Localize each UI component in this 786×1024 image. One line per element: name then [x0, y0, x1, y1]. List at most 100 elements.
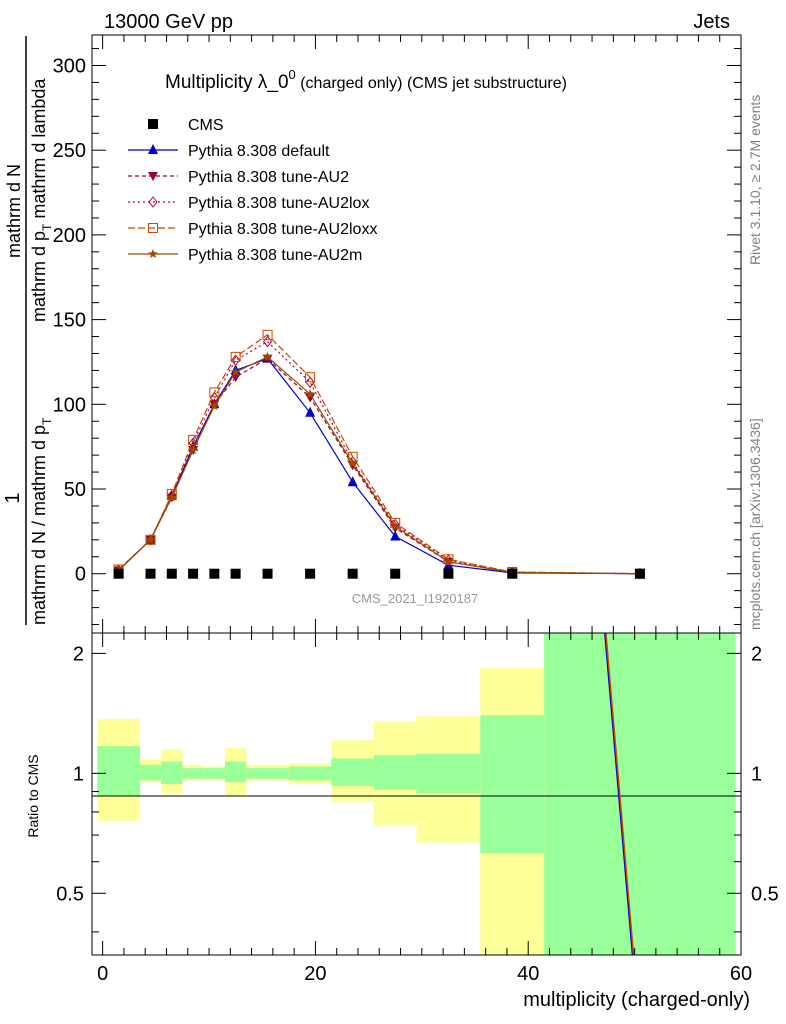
y-tick-label: 150 — [53, 310, 86, 332]
band-inner — [480, 715, 545, 854]
ylabel-sub-t: T — [40, 417, 54, 425]
ratio-y-tick-label-left: 2 — [73, 643, 84, 665]
ratio-line-au2loxx — [605, 632, 635, 956]
point-au2m — [145, 534, 156, 544]
band-inner — [161, 761, 183, 785]
ratio-y-tick-label-right: 0.5 — [751, 883, 779, 905]
band-inner — [139, 764, 162, 781]
point-au2m — [443, 556, 454, 566]
point-cms — [634, 568, 645, 579]
point-cms — [507, 568, 518, 579]
legend-marker-au2m — [148, 249, 158, 258]
rivet-version-label: Rivet 3.1.10, ≥ 2.7M events — [747, 95, 763, 265]
mcplots-label: mcplots.cern.ch [arXiv:1306.3436] — [747, 418, 763, 630]
legend-label-cms: CMS — [188, 117, 224, 134]
ylabel-sub-t2: T — [40, 223, 54, 231]
legend: CMS Pythia 8.308 default Pythia 8.308 tune… — [128, 117, 377, 264]
y-tick-label: 200 — [53, 225, 86, 247]
point-au2m — [305, 389, 315, 399]
x-tick-label: 20 — [304, 963, 326, 985]
legend-label-au2lox: Pythia 8.308 tune-AU2lox — [188, 195, 369, 212]
energy-label: 13000 GeV pp — [104, 11, 233, 33]
point-au2 — [305, 393, 316, 403]
x-tick-labels: 0 20 40 60 — [97, 963, 752, 985]
ratio-frame — [91, 632, 742, 956]
point-au2loxx — [262, 329, 273, 340]
y-tick-label: 300 — [53, 55, 86, 77]
ratio-lines — [604, 632, 635, 956]
point-au2m — [230, 367, 241, 377]
ylabel-denominator: mathrm d N / mathrm d pT — [29, 417, 54, 625]
band-inner — [203, 768, 225, 779]
ratio-y-tick-labels: 0.5 0.5 1 1 2 2 — [56, 643, 779, 905]
y-tick-label: 250 — [53, 140, 86, 162]
legend-label-default: Pythia 8.308 default — [188, 143, 330, 160]
band-inner — [373, 755, 417, 790]
point-cms — [262, 568, 273, 579]
x-axis-label: multiplicity (charged-only) — [523, 989, 750, 1011]
main-y-tick-labels: 0 50 100 150 200 250 300 — [53, 55, 86, 585]
legend-entry-au2m: Pythia 8.308 tune-AU2m — [128, 247, 362, 264]
ylabel-line3b: mathrm d lambda — [29, 78, 49, 224]
legend-label-au2: Pythia 8.308 tune-AU2 — [188, 169, 349, 186]
point-au2lox — [230, 354, 241, 367]
band-inner — [416, 753, 481, 794]
point-cms — [209, 568, 220, 579]
series-line-au2loxx — [118, 334, 640, 575]
ylabel-numerator-one: 1 — [2, 492, 24, 503]
main-y-axis-label: 1 mathrm d N / mathrm d pT mathrm d N ma… — [2, 36, 54, 625]
point-cms — [188, 568, 199, 579]
x-tick-label: 0 — [97, 963, 108, 985]
point-au2lox — [305, 376, 315, 389]
plot-title-sup: 0 — [289, 67, 296, 82]
main-panel: 0 50 100 150 200 250 300 Multiplicity λ_00 (ch… — [2, 34, 742, 634]
point-au2lox — [167, 489, 177, 502]
band-inner — [331, 758, 374, 786]
point-au2loxx — [209, 387, 220, 398]
ratio-y-tick-label-left: 0.5 — [56, 883, 84, 905]
legend-label-au2m: Pythia 8.308 tune-AU2m — [188, 247, 362, 264]
ratio-y-tick-label-right: 1 — [751, 763, 762, 785]
ylabel-numerator: mathrm d N — [4, 164, 24, 258]
ratio-line-default — [604, 632, 634, 956]
legend-entry-cms: CMS — [148, 117, 224, 134]
band-inner — [544, 633, 736, 955]
legend-entry-default: Pythia 8.308 default — [128, 143, 330, 160]
point-au2m — [390, 521, 400, 531]
band-inner — [182, 768, 204, 779]
plot-title: Multiplicity λ_00 (charged only) (CMS je… — [165, 67, 567, 93]
ratio-axis-ticks — [92, 633, 742, 955]
band-inner — [288, 766, 332, 781]
legend-marker-default — [148, 144, 158, 154]
point-cms — [166, 568, 177, 579]
point-cms — [305, 568, 316, 579]
series-line-au2m — [118, 356, 640, 575]
y-tick-label: 100 — [53, 394, 86, 416]
series-line-default — [118, 357, 640, 575]
band-inner — [246, 768, 289, 779]
y-tick-label: 50 — [64, 479, 86, 501]
point-au2lox — [443, 554, 454, 566]
legend-marker-au2lox — [148, 196, 158, 208]
legend-marker-au2loxx — [148, 223, 158, 233]
legend-label-au2loxx: Pythia 8.308 tune-AU2loxx — [188, 221, 377, 238]
point-cms — [145, 568, 156, 579]
ratio-y-tick-label-left: 1 — [73, 763, 84, 785]
ylabel-line3: mathrm d p — [29, 231, 49, 322]
point-au2loxx — [230, 351, 241, 362]
point-au2m — [209, 401, 220, 410]
jets-label: Jets — [693, 11, 730, 33]
point-cms — [113, 568, 124, 579]
legend-entry-au2: Pythia 8.308 tune-AU2 — [128, 169, 349, 186]
point-au2loxx — [305, 372, 316, 383]
point-default — [305, 406, 316, 417]
point-au2lox — [262, 335, 273, 348]
point-default — [390, 530, 401, 541]
ylabel-line1: mathrm d N / mathrm d p — [29, 425, 49, 625]
band-inner — [224, 761, 247, 783]
legend-marker-cms — [148, 119, 158, 129]
point-au2m — [188, 445, 198, 455]
y-tick-label: 0 — [75, 564, 86, 586]
ratio-y-axis-label: Ratio to CMS — [25, 754, 41, 837]
